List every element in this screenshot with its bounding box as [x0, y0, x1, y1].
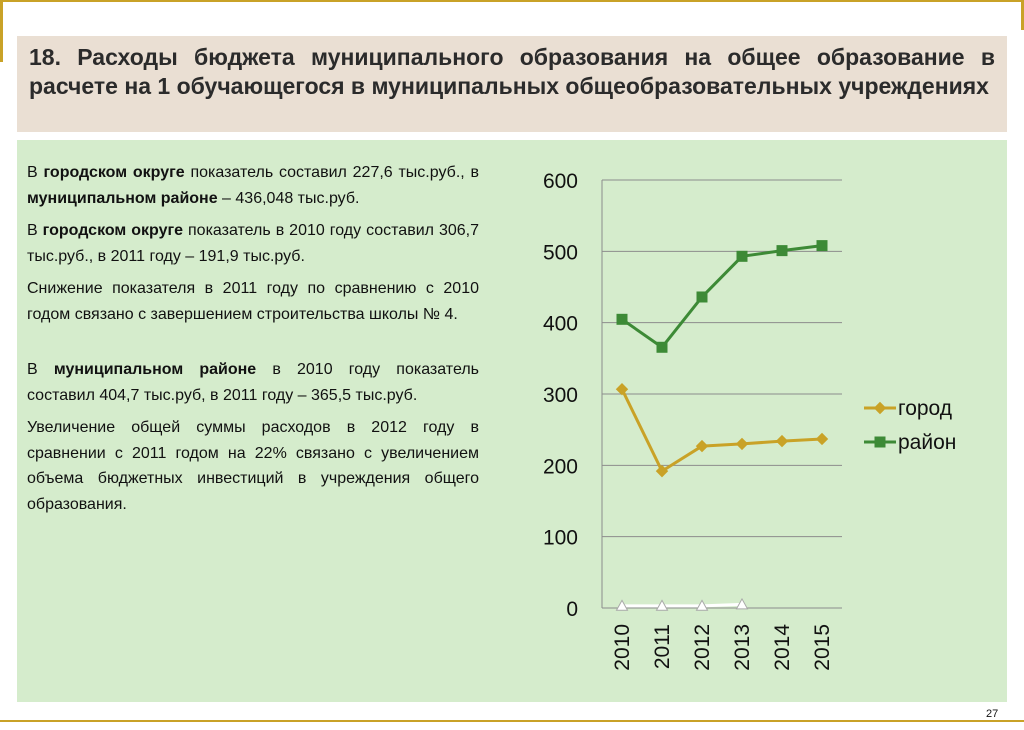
series-2-point-2013	[735, 597, 749, 610]
series-1-point-2013	[736, 250, 748, 262]
p2-a: В	[27, 222, 43, 239]
p1-d: муниципальном районе	[27, 189, 218, 207]
legend-marker-0	[873, 401, 887, 415]
series-2-point-2010	[615, 599, 629, 611]
series-0-point-2015	[815, 432, 829, 446]
legend-label-1: район	[898, 431, 956, 454]
paragraph-4: В муниципальном районе в 2010 году показ…	[27, 357, 479, 408]
series-line-2	[622, 602, 743, 608]
y-tick-label-400: 400	[543, 313, 578, 336]
x-tick-label-2012: 2012	[691, 624, 714, 671]
paragraph-5: Увеличение общей суммы расходов в 2012 г…	[27, 419, 479, 513]
series-0-point-2014	[775, 434, 789, 448]
y-tick-label-0: 0	[566, 598, 578, 621]
p1-b: городском округе	[43, 164, 185, 181]
x-tick-label-2011: 2011	[651, 624, 674, 669]
series-0-point-2010	[615, 383, 629, 396]
title-box: 18. Расходы бюджета муниципального образ…	[17, 36, 1007, 132]
series-1-point-2014	[776, 245, 788, 257]
series-0-point-2011	[655, 464, 669, 478]
p4-c: в 2010 году показатель составил 404,7 ты…	[27, 361, 479, 404]
p1-a: В	[27, 164, 44, 181]
page-title: 18. Расходы бюджета муниципального образ…	[29, 44, 995, 99]
x-tick-label-2013: 2013	[731, 624, 754, 671]
y-tick-label-100: 100	[543, 527, 578, 550]
series-1-point-2015	[816, 240, 828, 252]
top-rule	[0, 0, 1024, 2]
right-rule	[1021, 0, 1024, 30]
p4-a: В	[27, 361, 54, 378]
y-tick-label-200: 200	[543, 455, 578, 478]
p2-b: городском округе	[42, 222, 184, 239]
y-tick-label-500: 500	[543, 241, 578, 264]
x-tick-label-2015: 2015	[811, 624, 834, 671]
p4-b: муниципальном районе	[53, 361, 257, 378]
p1-e: – 436,048 тыс.руб.	[217, 189, 360, 207]
series-1-point-2011	[656, 341, 668, 353]
y-tick-label-300: 300	[543, 384, 578, 407]
p2-c: показатель в 2010 году составил 306,7 ты…	[27, 222, 479, 265]
series-line-1	[621, 244, 823, 349]
paragraph-3: Снижение показателя в 2011 году по сравн…	[27, 280, 479, 323]
p1-c: показатель составил 227,6 тыс.руб., в	[184, 164, 479, 181]
paragraph-1: В городском округе показатель составил 2…	[27, 160, 479, 211]
series-2-point-2011	[655, 599, 669, 611]
legend-label-0: город	[898, 397, 952, 420]
series-0-point-2012	[695, 439, 709, 453]
series-1-point-2012	[696, 291, 708, 303]
page-number: 27	[986, 708, 999, 720]
text-column: В городском округе показатель составил 2…	[27, 160, 479, 524]
series-0-point-2013	[735, 437, 749, 451]
paragraph-2: В городском округе показатель в 2010 год…	[27, 218, 479, 269]
x-tick-label-2010: 2010	[611, 624, 634, 671]
series-2-point-2012	[695, 599, 709, 611]
x-tick-label-2014: 2014	[771, 624, 794, 671]
y-tick-label-600: 600	[543, 170, 578, 193]
legend-marker-1	[874, 436, 886, 448]
bottom-rule	[0, 720, 1024, 722]
series-line-0	[620, 388, 823, 473]
left-rule	[0, 0, 3, 62]
series-1-point-2010	[616, 313, 628, 325]
